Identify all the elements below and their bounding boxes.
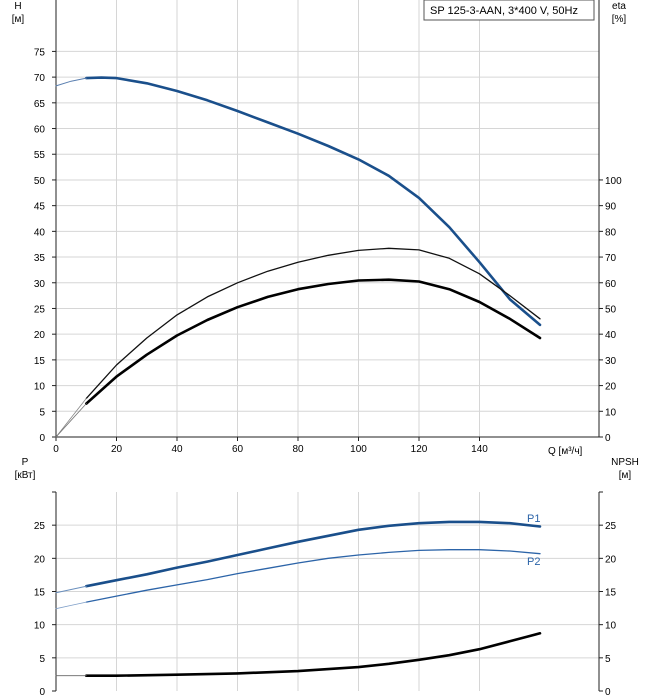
top-right-axis-unit: [%] [612, 14, 627, 25]
bottom-right-axis-unit: [м] [619, 470, 632, 481]
bottom-series-line [85, 632, 542, 677]
top-right-tick-label: 10 [605, 407, 617, 418]
title-box [423, 0, 595, 21]
x-tick-label: 100 [350, 444, 367, 455]
top-right-tick-label: 20 [605, 382, 617, 393]
top-left-tick-label: 75 [34, 47, 46, 58]
bottom-left-tick-label: 0 [39, 687, 45, 698]
top-right-tick-label: 50 [605, 304, 617, 315]
top-right-tick-label: 100 [605, 176, 622, 187]
top-left-axis-label: H [14, 1, 21, 12]
x-tick-label: 120 [411, 444, 428, 455]
top-left-axis-unit: [м] [12, 14, 25, 25]
top-right-tick-label: 90 [605, 202, 617, 213]
series-label-p2: P2 [527, 556, 540, 568]
top-right-tick-label: 60 [605, 279, 617, 290]
bottom-left-tick-label: 15 [34, 588, 46, 599]
bottom-series-line [55, 601, 87, 610]
bottom-right-tick-label: 15 [605, 588, 617, 599]
bottom-series-line [55, 585, 87, 594]
bottom-series-line [85, 520, 542, 588]
x-tick-label: 40 [171, 444, 183, 455]
x-tick-label: 0 [53, 444, 59, 455]
bottom-right-tick-label: 10 [605, 621, 617, 632]
top-series-line [85, 76, 542, 327]
bottom-left-axis-unit: [кВт] [15, 470, 36, 481]
top-series-line [55, 403, 87, 438]
top-left-tick-label: 5 [39, 407, 45, 418]
top-left-tick-label: 10 [34, 382, 46, 393]
x-axis-label: Q [м³/ч] [548, 446, 583, 457]
x-tick-label: 140 [471, 444, 488, 455]
series-label-p1: P1 [527, 513, 540, 525]
bottom-right-tick-label: 25 [605, 521, 617, 532]
top-series-line [85, 278, 542, 405]
bottom-left-tick-label: 20 [34, 554, 46, 565]
top-left-tick-label: 35 [34, 253, 46, 264]
bottom-right-tick-label: 5 [605, 654, 611, 665]
top-left-tick-label: 25 [34, 304, 46, 315]
bottom-left-tick-label: 25 [34, 521, 46, 532]
chart-title: SP 125-3-AAN, 3*400 V, 50Hz [430, 5, 578, 17]
bottom-right-axis-label: NPSH [611, 457, 639, 468]
top-left-tick-label: 40 [34, 227, 46, 238]
top-left-tick-label: 55 [34, 150, 46, 161]
bottom-right-tick-label: 0 [605, 687, 611, 698]
top-right-tick-label: 40 [605, 330, 617, 341]
top-right-tick-label: 0 [605, 433, 611, 444]
x-tick-label: 60 [232, 444, 244, 455]
bottom-right-tick-label: 20 [605, 554, 617, 565]
top-right-axis-label: eta [612, 1, 626, 12]
top-right-tick-label: 30 [605, 356, 617, 367]
top-left-tick-label: 30 [34, 279, 46, 290]
bottom-left-axis-label: P [22, 457, 29, 468]
top-left-tick-label: 50 [34, 176, 46, 187]
x-tick-label: 20 [111, 444, 123, 455]
top-series-line [55, 77, 87, 87]
x-tick-label: 80 [292, 444, 304, 455]
top-left-tick-label: 20 [34, 330, 46, 341]
top-left-tick-label: 0 [39, 433, 45, 444]
top-left-tick-label: 15 [34, 356, 46, 367]
bottom-left-tick-label: 10 [34, 621, 46, 632]
top-left-tick-label: 45 [34, 202, 46, 213]
top-left-tick-label: 65 [34, 99, 46, 110]
bottom-left-tick-label: 5 [39, 654, 45, 665]
bottom-series-line [85, 549, 541, 603]
top-right-tick-label: 80 [605, 227, 617, 238]
top-series-line [55, 398, 87, 438]
top-series-line [85, 247, 541, 400]
top-right-tick-label: 70 [605, 253, 617, 264]
top-left-tick-label: 70 [34, 73, 46, 84]
top-left-tick-label: 60 [34, 125, 46, 136]
